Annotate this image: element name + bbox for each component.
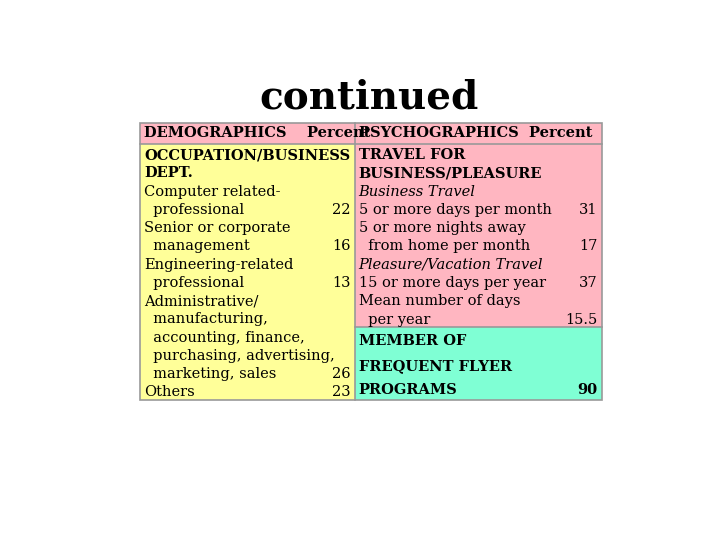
- Text: 15.5: 15.5: [565, 313, 598, 327]
- Text: Administrative/: Administrative/: [144, 294, 258, 308]
- Text: DEPT.: DEPT.: [144, 166, 193, 180]
- Text: Computer related-: Computer related-: [144, 185, 281, 199]
- Text: 15 or more days per year: 15 or more days per year: [359, 276, 546, 290]
- Text: DEMOGRAPHICS    Percent: DEMOGRAPHICS Percent: [144, 126, 371, 140]
- Text: Senior or corporate: Senior or corporate: [144, 221, 291, 235]
- Text: 22: 22: [333, 203, 351, 217]
- Text: accounting, finance,: accounting, finance,: [144, 330, 305, 345]
- Text: 26: 26: [333, 367, 351, 381]
- Text: Pleasure/Vacation Travel: Pleasure/Vacation Travel: [359, 258, 543, 272]
- Bar: [355, 327, 601, 400]
- Text: 5 or more days per month: 5 or more days per month: [359, 203, 552, 217]
- Text: professional: professional: [144, 203, 244, 217]
- Text: 5 or more nights away: 5 or more nights away: [359, 221, 526, 235]
- Text: 37: 37: [579, 276, 598, 290]
- Text: TRAVEL FOR: TRAVEL FOR: [359, 148, 465, 162]
- Text: 31: 31: [579, 203, 598, 217]
- Text: BUSINESS/PLEASURE: BUSINESS/PLEASURE: [359, 166, 542, 180]
- Text: MEMBER OF: MEMBER OF: [359, 334, 466, 348]
- Bar: [355, 144, 601, 327]
- Text: 16: 16: [333, 239, 351, 253]
- Text: Mean number of days: Mean number of days: [359, 294, 520, 308]
- Text: from home per month: from home per month: [359, 239, 530, 253]
- Bar: [140, 144, 355, 400]
- Text: Others: Others: [144, 386, 195, 400]
- Text: manufacturing,: manufacturing,: [144, 313, 268, 326]
- Bar: [140, 123, 601, 144]
- Text: per year: per year: [359, 313, 430, 327]
- Text: 17: 17: [580, 239, 598, 253]
- Text: PROGRAMS: PROGRAMS: [359, 383, 457, 397]
- Text: marketing, sales: marketing, sales: [144, 367, 276, 381]
- Text: management: management: [144, 239, 250, 253]
- Text: continued: continued: [259, 78, 479, 116]
- Bar: [140, 123, 601, 400]
- Text: Business Travel: Business Travel: [359, 185, 475, 199]
- Text: 23: 23: [333, 386, 351, 400]
- Text: 13: 13: [333, 276, 351, 290]
- Text: purchasing, advertising,: purchasing, advertising,: [144, 349, 335, 363]
- Text: FREQUENT FLYER: FREQUENT FLYER: [359, 359, 512, 373]
- Text: professional: professional: [144, 276, 244, 290]
- Text: PSYCHOGRAPHICS  Percent: PSYCHOGRAPHICS Percent: [359, 126, 592, 140]
- Text: Engineering-related: Engineering-related: [144, 258, 294, 272]
- Text: OCCUPATION/BUSINESS: OCCUPATION/BUSINESS: [144, 148, 351, 162]
- Text: 90: 90: [577, 383, 598, 397]
